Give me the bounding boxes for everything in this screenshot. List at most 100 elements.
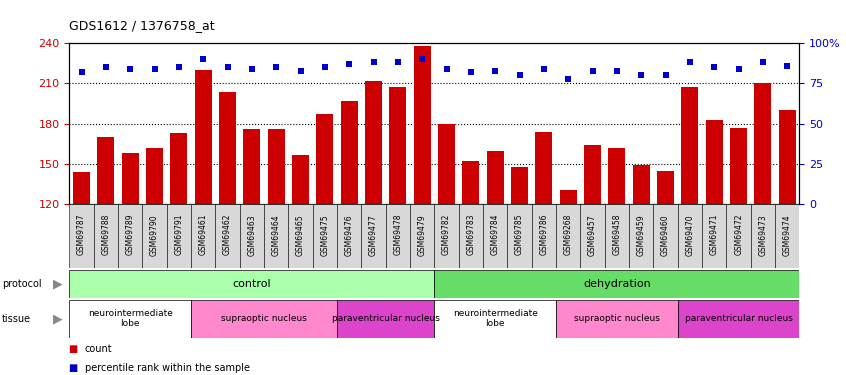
Point (634, 72, 648, 78)
Text: ■: ■ (69, 344, 82, 354)
Bar (191, 204, 216, 268)
Text: ▶: ▶ (53, 278, 63, 291)
Point (343, 61, 356, 67)
Bar (483, 204, 508, 268)
Text: GSM69476: GSM69476 (344, 214, 354, 256)
Point (610, 68, 624, 74)
Bar (727, 204, 750, 268)
Text: tissue: tissue (2, 314, 30, 324)
Bar (434, 270, 799, 298)
Text: GSM69463: GSM69463 (247, 214, 256, 256)
Text: GSM69471: GSM69471 (710, 214, 719, 255)
Text: GSM69461: GSM69461 (199, 214, 208, 255)
Point (415, 56, 429, 62)
Point (124, 66, 137, 72)
Bar (122, 153, 139, 366)
Bar (146, 148, 163, 366)
Bar (434, 204, 459, 268)
Bar (337, 300, 434, 338)
Bar (414, 46, 431, 366)
Text: GSM69458: GSM69458 (613, 214, 622, 255)
Bar (584, 145, 602, 366)
Text: GSM69457: GSM69457 (588, 214, 597, 256)
Bar (532, 204, 556, 268)
Text: control: control (233, 279, 272, 289)
Bar (678, 204, 702, 268)
Point (756, 60, 770, 66)
Bar (191, 300, 337, 338)
Bar (678, 300, 799, 338)
Text: ▶: ▶ (53, 312, 63, 325)
Text: paraventricular nucleus: paraventricular nucleus (684, 314, 793, 323)
Bar (511, 167, 528, 366)
Bar (657, 171, 674, 366)
Text: GSM69472: GSM69472 (734, 214, 743, 255)
Text: GSM69790: GSM69790 (150, 214, 159, 256)
Bar (434, 300, 556, 338)
Text: GSM69460: GSM69460 (661, 214, 670, 256)
Bar (556, 300, 678, 338)
Text: GSM69473: GSM69473 (759, 214, 767, 256)
Bar (69, 270, 434, 298)
Bar (118, 204, 142, 268)
Text: GSM69465: GSM69465 (296, 214, 305, 256)
Bar (361, 204, 386, 268)
Bar (389, 87, 406, 366)
Bar (681, 87, 699, 366)
Bar (459, 204, 483, 268)
Bar (167, 204, 191, 268)
Bar (337, 204, 361, 268)
Bar (216, 204, 239, 268)
Bar (580, 204, 605, 268)
Bar (605, 204, 629, 268)
Bar (69, 204, 94, 268)
Bar (316, 114, 333, 366)
Text: GSM69462: GSM69462 (223, 214, 232, 255)
Text: GSM69464: GSM69464 (272, 214, 281, 256)
Bar (556, 204, 580, 268)
Text: GDS1612 / 1376758_at: GDS1612 / 1376758_at (69, 19, 215, 32)
Point (562, 76, 575, 82)
Bar (73, 172, 90, 366)
Text: GSM69478: GSM69478 (393, 214, 403, 255)
Text: neurointermediate
lobe: neurointermediate lobe (453, 309, 538, 328)
Text: GSM69785: GSM69785 (515, 214, 525, 255)
Text: ■: ■ (69, 363, 82, 373)
Text: GSM69791: GSM69791 (174, 214, 184, 255)
Text: GSM69788: GSM69788 (102, 214, 110, 255)
Text: GSM69475: GSM69475 (321, 214, 329, 256)
Point (74, 69, 88, 75)
Bar (653, 204, 678, 268)
Bar (560, 190, 577, 366)
Bar (170, 133, 188, 366)
Text: GSM69789: GSM69789 (126, 214, 135, 255)
Point (172, 64, 185, 70)
Bar (633, 165, 650, 366)
Bar (706, 120, 722, 366)
Bar (292, 154, 309, 366)
Point (659, 72, 673, 78)
Bar (341, 101, 358, 366)
Point (707, 64, 721, 70)
Text: GSM69787: GSM69787 (77, 214, 86, 255)
Bar (775, 204, 799, 268)
Bar (94, 204, 118, 268)
Bar (195, 70, 212, 366)
Bar (97, 137, 114, 366)
Text: GSM69782: GSM69782 (442, 214, 451, 255)
Text: GSM69784: GSM69784 (491, 214, 500, 255)
Point (99, 64, 113, 70)
Bar (629, 204, 653, 268)
Point (440, 66, 453, 72)
Point (488, 68, 502, 74)
Text: GSM69783: GSM69783 (466, 214, 475, 255)
Text: dehydration: dehydration (583, 279, 651, 289)
Text: supraoptic nucleus: supraoptic nucleus (574, 314, 660, 323)
Bar (702, 204, 727, 268)
Text: paraventricular nucleus: paraventricular nucleus (332, 314, 440, 323)
Text: GSM69474: GSM69474 (783, 214, 792, 256)
Bar (410, 204, 434, 268)
Bar (730, 128, 747, 366)
Text: GSM69786: GSM69786 (540, 214, 548, 255)
Bar (750, 204, 775, 268)
